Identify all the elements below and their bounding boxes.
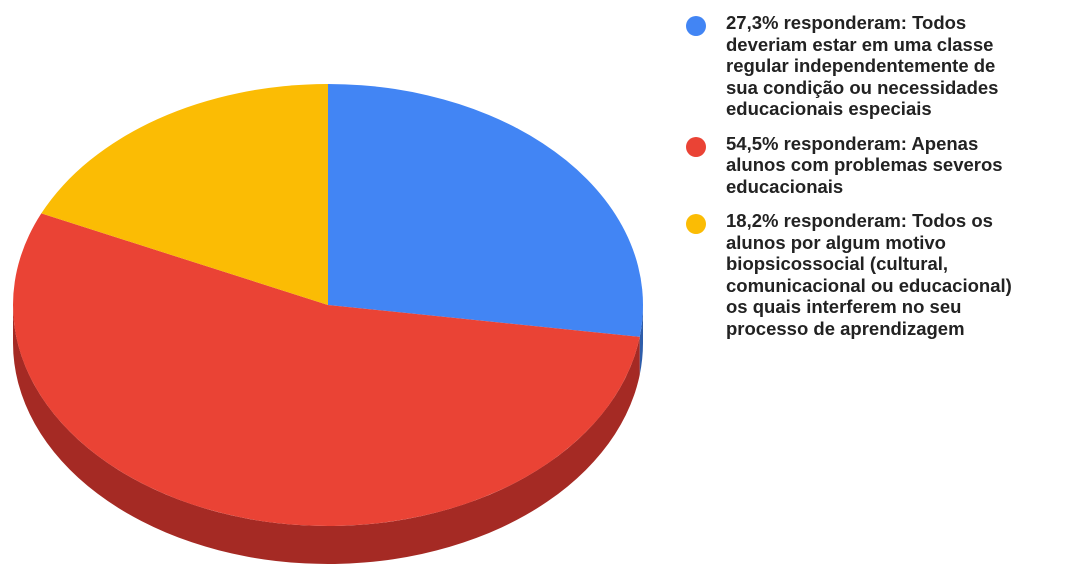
legend-marker bbox=[686, 214, 706, 234]
pie-slice-side bbox=[639, 305, 643, 375]
legend: 27,3% responderam: Todos deveriam estar … bbox=[684, 12, 1072, 352]
pie-chart bbox=[13, 84, 643, 565]
legend-label: 54,5% responderam: Apenas alunos com pro… bbox=[726, 132, 1003, 197]
legend-label: 27,3% responderam: Todos deveriam estar … bbox=[726, 12, 999, 119]
pie-side-group bbox=[13, 305, 643, 565]
pie-slice bbox=[13, 213, 640, 526]
pie-slice-side bbox=[13, 305, 640, 565]
legend-marker bbox=[686, 136, 706, 157]
pie-top-group bbox=[13, 84, 643, 526]
pie-slice bbox=[41, 84, 328, 305]
legend-item: 27,3% responderam: Todos deveriam estar … bbox=[684, 12, 1072, 120]
pie-slice bbox=[328, 84, 643, 337]
legend-item: 18,2% responderam: Todos os alunos por a… bbox=[684, 210, 1072, 339]
legend-label: 18,2% responderam: Todos os alunos por a… bbox=[726, 210, 1012, 339]
legend-item: 54,5% responderam: Apenas alunos com pro… bbox=[684, 133, 1072, 198]
legend-marker bbox=[686, 16, 706, 36]
